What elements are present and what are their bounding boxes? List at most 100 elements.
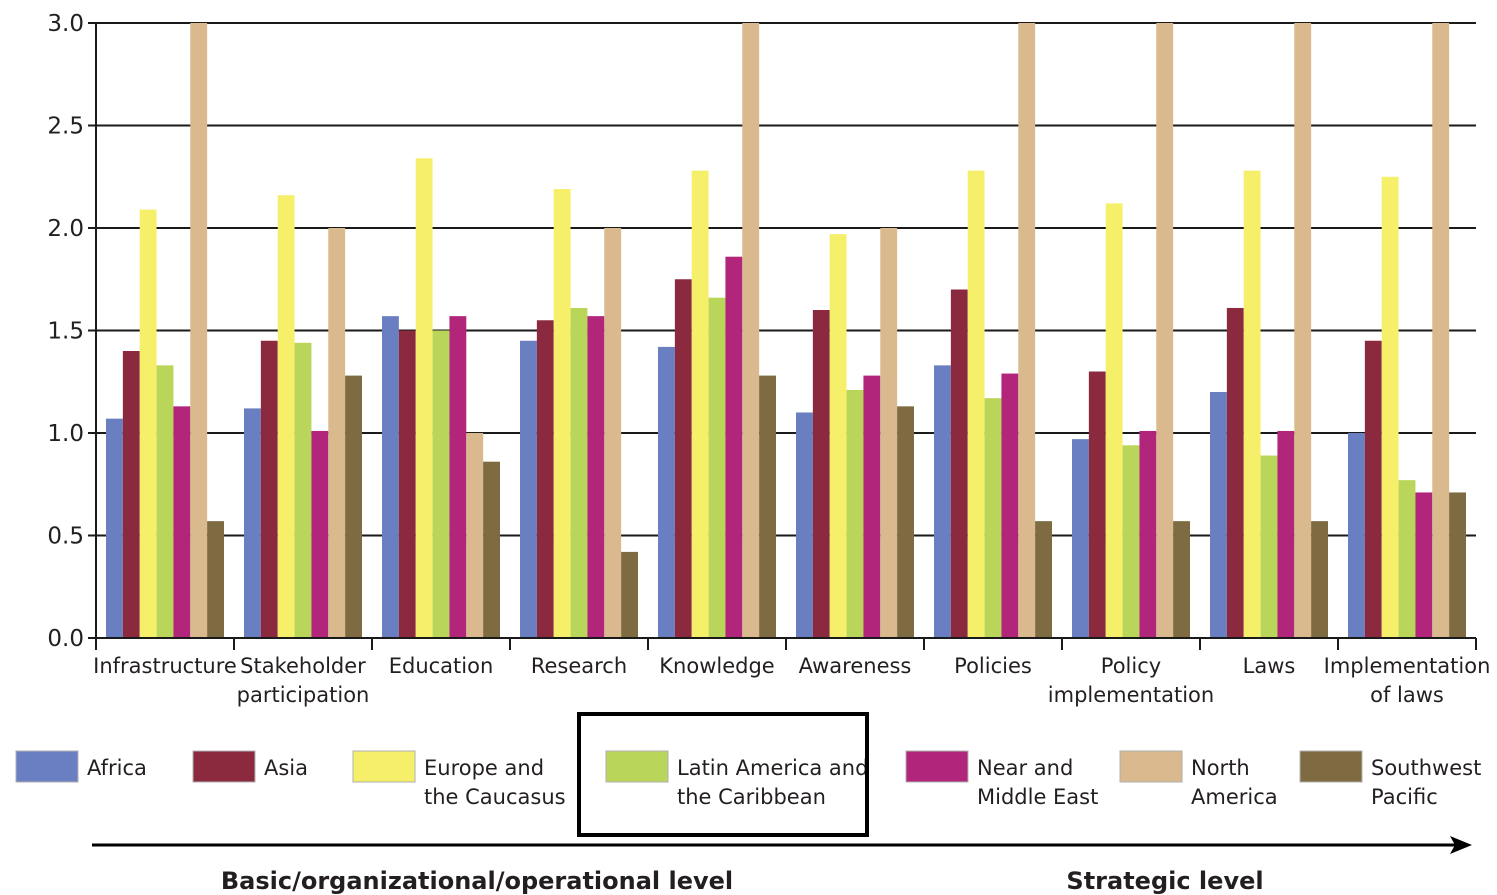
x-tick-label: Policies <box>954 654 1032 678</box>
y-tick-label: 1.0 <box>47 421 84 447</box>
bar-policy-implementation-europe-and-the-caucasus <box>1105 203 1123 638</box>
legend-swatch-asia <box>192 750 256 783</box>
level-arrow: Basic/organizational/operational level S… <box>92 836 1472 895</box>
x-tick-label: Infrastructure <box>93 654 237 678</box>
arrow-label-basic-level: Basic/organizational/operational level <box>221 867 733 895</box>
bar-infrastructure-latin-america-and-the-caribbean <box>156 365 174 638</box>
x-tick-label: Implementation <box>1324 654 1491 678</box>
bar-research-near-and-middle-east <box>587 316 605 638</box>
bar-policy-implementation-latin-america-and-the-caribbean <box>1122 445 1140 638</box>
axes: 0.0 0.5 1.0 1.5 2.0 2.5 3.0 Infrastructure Stake… <box>47 11 1490 707</box>
bar-policy-implementation-asia <box>1088 371 1106 638</box>
bar-knowledge-north-america <box>742 23 760 638</box>
bar-laws-southwest-pacific <box>1311 521 1328 638</box>
legend-label: Africa <box>87 756 147 780</box>
legend-label: Near and <box>977 756 1073 780</box>
bar-laws-europe-and-the-caucasus <box>1243 170 1261 638</box>
legend-swatch-europe-and-the-caucasus <box>352 750 416 783</box>
legend-label: Latin America and <box>677 756 868 780</box>
bar-stakeholder-participation-southwest-pacific <box>345 375 362 638</box>
y-tick-label: 0.5 <box>47 524 84 550</box>
legend-label: Asia <box>264 756 308 780</box>
bar-awareness-asia <box>812 310 830 638</box>
bar-policies-near-and-middle-east <box>1001 373 1019 638</box>
y-tick-label: 2.0 <box>47 216 84 242</box>
y-tick-label: 1.5 <box>47 319 84 345</box>
bar-policies-asia <box>950 289 968 638</box>
bar-policy-implementation-near-and-middle-east <box>1139 430 1157 638</box>
bar-research-asia <box>536 320 554 638</box>
legend-swatch-near-and-middle-east <box>905 750 969 783</box>
legend-label: North <box>1191 756 1250 780</box>
bar-implementation-of-laws-southwest-pacific <box>1449 492 1466 638</box>
bar-knowledge-asia <box>674 279 692 638</box>
bar-research-europe-and-the-caucasus <box>553 189 571 639</box>
bar-research-southwest-pacific <box>621 551 638 638</box>
bar-infrastructure-near-and-middle-east <box>173 406 191 638</box>
bar-awareness-near-and-middle-east <box>863 375 881 638</box>
bar-laws-africa <box>1210 392 1227 638</box>
bar-stakeholder-participation-latin-america-and-the-caribbean <box>294 342 312 638</box>
bar-education-africa <box>382 316 399 638</box>
bar-infrastructure-southwest-pacific <box>207 521 224 638</box>
bar-policy-implementation-southwest-pacific <box>1173 521 1190 638</box>
x-tick-label: implementation <box>1048 683 1214 707</box>
legend-label: Southwest <box>1371 756 1481 780</box>
bar-policy-implementation-north-america <box>1156 23 1174 638</box>
bar-implementation-of-laws-africa <box>1348 433 1365 638</box>
bar-knowledge-africa <box>658 346 675 638</box>
bar-knowledge-southwest-pacific <box>759 375 776 638</box>
bar-infrastructure-europe-and-the-caucasus <box>139 209 157 639</box>
x-tick-label: Laws <box>1243 654 1296 678</box>
bar-implementation-of-laws-latin-america-and-the-caribbean <box>1398 480 1416 638</box>
bar-research-north-america <box>604 228 622 638</box>
bar-education-latin-america-and-the-caribbean <box>432 330 450 638</box>
bar-education-north-america <box>466 433 484 638</box>
bar-knowledge-europe-and-the-caucasus <box>691 170 709 638</box>
y-tick-label: 0.0 <box>47 626 84 652</box>
bar-policies-north-america <box>1018 23 1036 638</box>
bar-awareness-africa <box>796 412 813 638</box>
bar-infrastructure-north-america <box>190 23 208 638</box>
bar-implementation-of-laws-europe-and-the-caucasus <box>1381 176 1399 638</box>
legend-label: Middle East <box>977 785 1098 809</box>
bar-stakeholder-participation-europe-and-the-caucasus <box>277 195 295 638</box>
bar-awareness-latin-america-and-the-caribbean <box>846 389 864 638</box>
x-tick-label: Awareness <box>799 654 912 678</box>
x-tick-label: Education <box>389 654 494 678</box>
bar-laws-north-america <box>1294 23 1312 638</box>
bar-implementation-of-laws-north-america <box>1432 23 1450 638</box>
legend-label: the Caucasus <box>424 785 566 809</box>
bar-policies-europe-and-the-caucasus <box>967 170 985 638</box>
legend-label: Europe and <box>424 756 544 780</box>
bar-policy-implementation-africa <box>1072 439 1089 638</box>
bar-policies-southwest-pacific <box>1035 521 1052 638</box>
x-tick-label: of laws <box>1370 683 1444 707</box>
bar-laws-asia <box>1226 307 1244 638</box>
legend: Africa Asia Europe and the Caucasus Latin Am… <box>15 712 1481 837</box>
legend-label: the Caribbean <box>677 785 826 809</box>
y-tick-label: 3.0 <box>47 11 84 37</box>
legend-swatch-north-america <box>1119 750 1183 783</box>
bar-policies-africa <box>934 365 951 638</box>
bar-knowledge-near-and-middle-east <box>725 256 743 638</box>
x-tick-label: Research <box>531 654 627 678</box>
legend-highlight-box <box>577 712 869 837</box>
bar-education-near-and-middle-east <box>449 316 467 638</box>
y-tick-label: 2.5 <box>47 114 84 140</box>
bar-research-africa <box>520 340 537 638</box>
x-tick-label: Knowledge <box>659 654 774 678</box>
bar-laws-latin-america-and-the-caribbean <box>1260 455 1278 638</box>
bar-stakeholder-participation-near-and-middle-east <box>311 430 329 638</box>
bar-awareness-north-america <box>880 228 898 638</box>
bar-knowledge-latin-america-and-the-caribbean <box>708 297 726 638</box>
bar-stakeholder-participation-north-america <box>328 228 346 638</box>
legend-label: America <box>1191 785 1278 809</box>
bar-education-southwest-pacific <box>483 461 500 638</box>
legend-label: Pacific <box>1371 785 1438 809</box>
legend-swatch-africa <box>15 750 79 783</box>
x-tick-label: Policy <box>1101 654 1161 678</box>
x-tick-label: Stakeholder <box>240 654 366 678</box>
bars <box>106 23 1466 639</box>
